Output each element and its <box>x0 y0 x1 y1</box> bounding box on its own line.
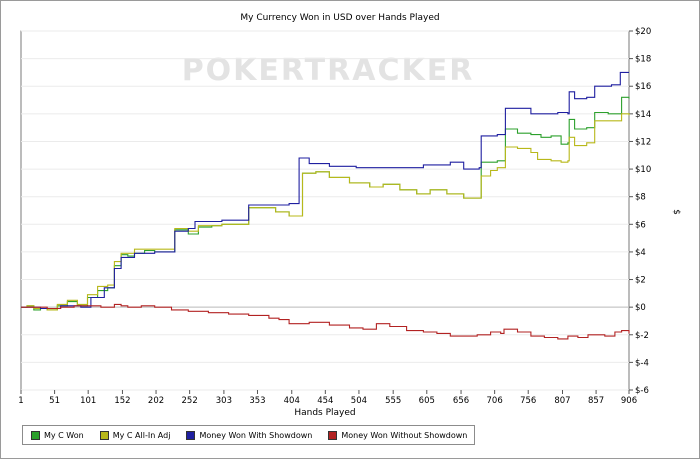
legend-swatch <box>186 430 196 440</box>
y-tick-label: $0 <box>635 303 646 313</box>
x-tick-label: 756 <box>520 396 536 406</box>
legend-swatch <box>99 430 109 440</box>
y-tick-label: $-6 <box>635 386 649 396</box>
x-tick-label: 101 <box>80 396 96 406</box>
legend-item-my-c-won: My C Won <box>31 430 84 440</box>
plot-area <box>20 30 630 391</box>
x-tick-label: 857 <box>588 396 604 406</box>
y-tick-label: $4 <box>635 248 646 258</box>
y-tick-label: $18 <box>635 55 651 65</box>
legend-item-without-showdown: Money Won Without Showdown <box>328 430 468 440</box>
y-tick-label: $10 <box>635 165 651 175</box>
legend-swatch <box>31 430 40 440</box>
x-tick-label: 1 <box>18 396 23 406</box>
legend-label: My C All-In Adj <box>112 430 171 440</box>
x-tick-label: 353 <box>249 396 265 406</box>
x-tick-label: 706 <box>487 396 503 406</box>
x-tick-label: 504 <box>351 396 367 406</box>
legend-item-with-showdown: Money Won With Showdown <box>186 430 313 440</box>
y-tick-label: $-4 <box>635 358 649 368</box>
legend: My C Won My C All-In Adj Money Won With … <box>22 425 475 445</box>
y-tick-label: $16 <box>635 82 651 92</box>
legend-label: My C Won <box>44 430 84 440</box>
legend-label: Money Won Without Showdown <box>341 430 468 440</box>
series-line-2 <box>21 71 629 310</box>
axis-ticks: $20 $18 $16 $14 $12 $10 $8 $6 $4 $2 $0 $-2 $-4 $-6 1 51… <box>18 27 651 406</box>
legend-swatch <box>328 430 338 440</box>
x-tick-label: 303 <box>216 396 232 406</box>
x-tick-label: 404 <box>284 396 300 406</box>
x-tick-label: 555 <box>385 396 401 406</box>
x-tick-label: 906 <box>621 396 637 406</box>
x-tick-label: 252 <box>182 396 198 406</box>
grid <box>21 30 629 391</box>
y-tick-label: $14 <box>635 110 651 120</box>
y-tick-label: $2 <box>635 276 646 286</box>
x-tick-label: 656 <box>453 396 469 406</box>
x-tick-label: 152 <box>114 396 130 406</box>
legend-label: Money Won With Showdown <box>199 430 313 440</box>
x-tick-label: 605 <box>419 396 435 406</box>
x-tick-label: 51 <box>49 396 60 406</box>
x-tick-label: 202 <box>148 396 164 406</box>
y-tick-label: $20 <box>635 27 651 37</box>
x-tick-label: 807 <box>554 396 570 406</box>
y-tick-label: $8 <box>635 193 646 203</box>
y-tick-label: $-2 <box>635 331 649 341</box>
series-line-1 <box>21 113 630 311</box>
series-line-3 <box>21 303 630 340</box>
series-group <box>21 71 630 340</box>
legend-item-my-c-all-in-adj: My C All-In Adj <box>99 430 171 440</box>
x-tick-label: 454 <box>317 396 333 406</box>
y-tick-label: $12 <box>635 137 651 147</box>
y-axis-label: $ <box>671 209 681 215</box>
y-tick-label: $6 <box>635 220 646 230</box>
x-axis-label: Hands Played <box>294 408 355 418</box>
chart-title: My Currency Won in USD over Hands Played <box>240 13 439 23</box>
